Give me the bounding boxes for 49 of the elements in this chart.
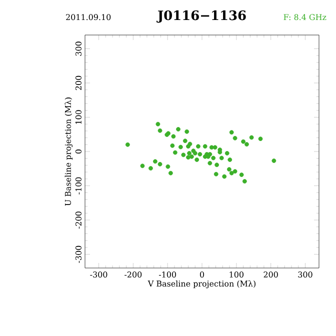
point (189, 154, 194, 159)
point (125, 142, 130, 147)
point (158, 128, 162, 133)
point (222, 174, 227, 179)
point (229, 170, 234, 176)
point (171, 134, 176, 139)
point (219, 156, 224, 160)
point (148, 166, 153, 170)
point (196, 144, 200, 149)
point (178, 144, 183, 150)
point (226, 167, 232, 172)
point (140, 164, 145, 168)
point (186, 144, 190, 149)
point (181, 152, 186, 158)
point (239, 172, 244, 177)
point (153, 159, 158, 164)
point (212, 145, 218, 150)
point (249, 135, 254, 140)
point (229, 130, 234, 135)
point (211, 156, 216, 160)
point (228, 158, 232, 162)
point (232, 169, 238, 174)
chart-title: J0116−1136 (156, 10, 246, 23)
point (182, 138, 188, 144)
point (214, 172, 218, 176)
point (241, 139, 246, 144)
point (202, 144, 208, 149)
point (198, 152, 202, 156)
point (166, 164, 170, 169)
point (158, 162, 162, 166)
point (176, 127, 180, 132)
point (242, 179, 247, 184)
point (194, 158, 200, 162)
point (186, 155, 190, 160)
point (156, 122, 160, 126)
point (192, 151, 198, 156)
point (209, 145, 214, 150)
point (187, 151, 192, 156)
point (224, 151, 230, 156)
point (184, 129, 190, 134)
point (214, 162, 219, 168)
point (258, 136, 263, 142)
point (208, 160, 212, 166)
point (172, 150, 178, 155)
point (244, 142, 249, 147)
point (170, 143, 175, 148)
point (168, 170, 173, 176)
point (232, 136, 238, 140)
point (272, 158, 276, 163)
